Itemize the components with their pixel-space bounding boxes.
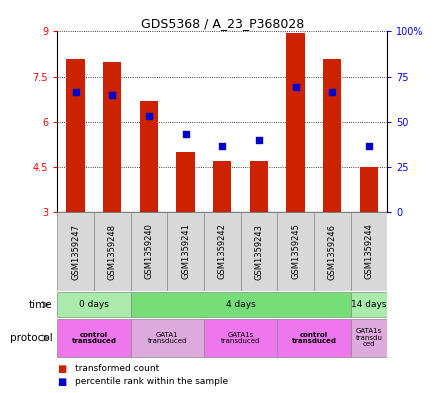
Point xyxy=(255,137,262,143)
Text: GATA1s
transdu
ced: GATA1s transdu ced xyxy=(356,329,382,347)
Text: GSM1359245: GSM1359245 xyxy=(291,224,300,279)
Bar xyxy=(314,212,351,291)
Text: ■: ■ xyxy=(57,377,66,387)
Bar xyxy=(57,212,94,291)
Bar xyxy=(131,319,204,357)
Bar xyxy=(204,212,241,291)
Text: 14 days: 14 days xyxy=(351,300,387,309)
Text: GSM1359246: GSM1359246 xyxy=(328,224,337,279)
Bar xyxy=(323,59,341,212)
Text: GSM1359248: GSM1359248 xyxy=(108,224,117,279)
Bar xyxy=(131,292,351,317)
Text: GSM1359244: GSM1359244 xyxy=(364,224,374,279)
Bar xyxy=(351,292,387,317)
Text: 0 days: 0 days xyxy=(79,300,109,309)
Point xyxy=(219,143,226,149)
Text: time: time xyxy=(29,299,53,310)
Bar xyxy=(213,161,231,212)
Text: GSM1359241: GSM1359241 xyxy=(181,224,190,279)
Bar xyxy=(351,319,387,357)
Bar xyxy=(140,101,158,212)
Text: ■: ■ xyxy=(57,364,66,373)
Bar xyxy=(94,212,131,291)
Point xyxy=(292,84,299,90)
Bar xyxy=(351,212,387,291)
Bar xyxy=(131,212,167,291)
Bar xyxy=(57,319,131,357)
Bar xyxy=(360,167,378,212)
Text: GSM1359242: GSM1359242 xyxy=(218,224,227,279)
Bar xyxy=(204,319,277,357)
Point xyxy=(365,143,372,149)
Bar xyxy=(167,212,204,291)
Title: GDS5368 / A_23_P368028: GDS5368 / A_23_P368028 xyxy=(140,17,304,30)
Bar xyxy=(176,152,195,212)
Bar xyxy=(241,212,277,291)
Text: GSM1359247: GSM1359247 xyxy=(71,224,80,279)
Text: percentile rank within the sample: percentile rank within the sample xyxy=(75,377,228,386)
Point xyxy=(145,113,152,119)
Text: GSM1359240: GSM1359240 xyxy=(144,224,154,279)
Text: 4 days: 4 days xyxy=(226,300,255,309)
Text: GATA1s
transduced: GATA1s transduced xyxy=(221,332,260,344)
Text: transformed count: transformed count xyxy=(75,364,159,373)
Point xyxy=(182,131,189,137)
Point xyxy=(109,92,116,98)
Bar xyxy=(103,62,121,212)
Bar xyxy=(277,212,314,291)
Bar xyxy=(57,292,131,317)
Text: GSM1359243: GSM1359243 xyxy=(254,224,264,279)
Text: control
transduced: control transduced xyxy=(71,332,116,344)
Bar xyxy=(250,161,268,212)
Bar xyxy=(286,33,305,212)
Point xyxy=(329,88,336,95)
Text: protocol: protocol xyxy=(10,333,53,343)
Text: control
transduced: control transduced xyxy=(291,332,336,344)
Point xyxy=(72,88,79,95)
Text: GATA1
transduced: GATA1 transduced xyxy=(147,332,187,344)
Bar xyxy=(277,319,351,357)
Bar xyxy=(66,59,85,212)
